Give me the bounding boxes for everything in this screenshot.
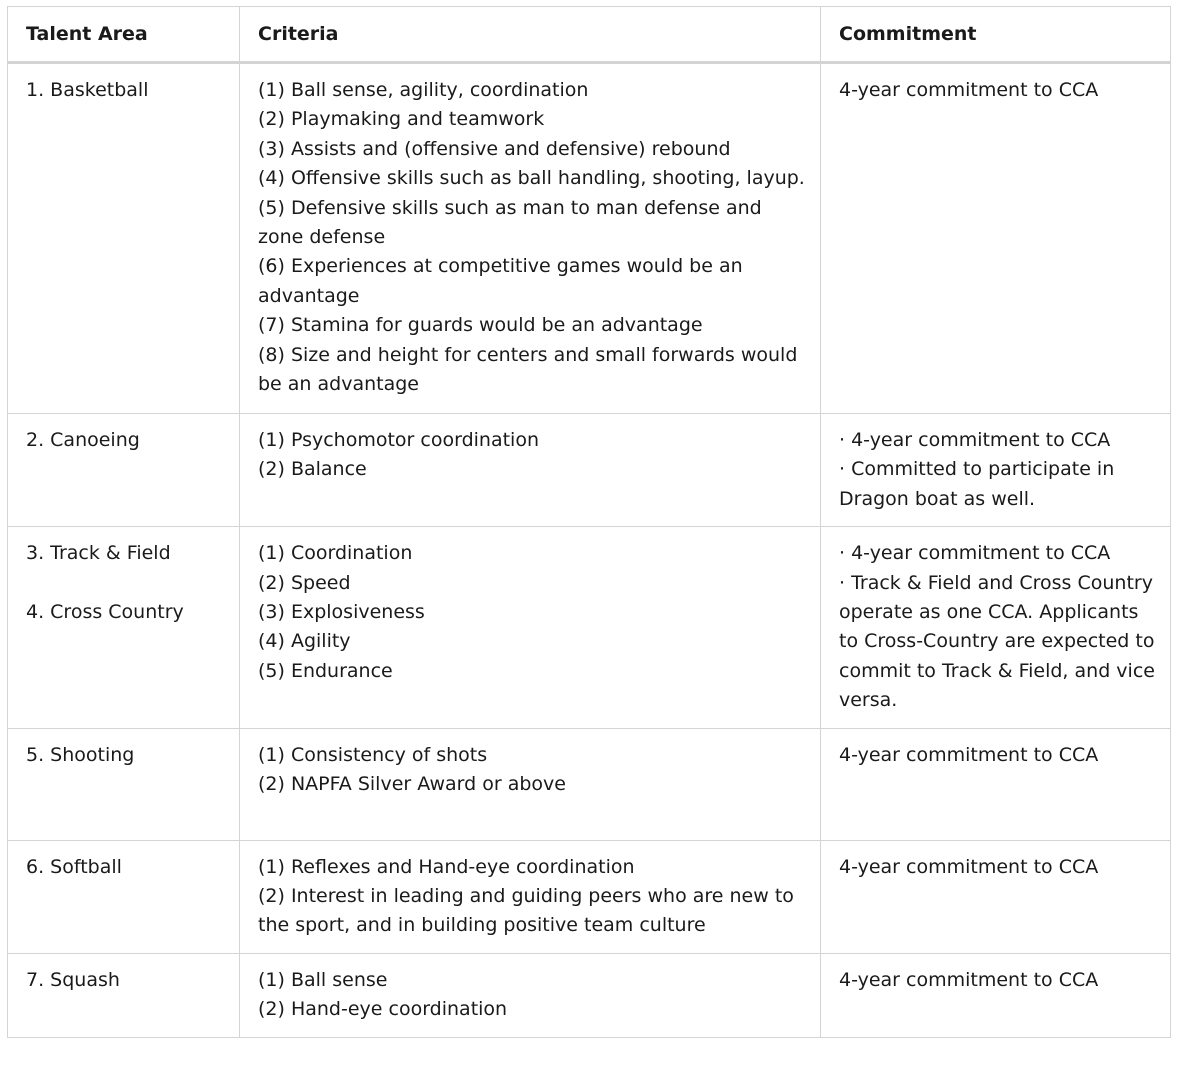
criteria-cell: (1) Psychomotor coordination (2) Balance [239,412,821,528]
criteria-item: (1) Psychomotor coordination [258,429,539,451]
criteria-item: (8) Size and height for centers and smal… [258,343,798,396]
criteria-item: (1) Ball sense [258,968,388,991]
criteria-item: (3) Explosiveness [258,601,425,624]
header-commitment: Commitment [820,6,1171,64]
criteria-item: (1) Ball sense, agility, coordination [258,79,589,101]
commitment-cell: 4-year commitment to CCA [820,839,1171,954]
criteria-cell: (1) Coordination (2) Speed (3) Explosive… [239,526,821,729]
criteria-cell: (1) Ball sense, agility, coordination (2… [239,62,821,414]
talent-area-name: 7. Squash [26,968,120,991]
talent-area-name: 2. Canoeing [26,429,140,451]
criteria-cell: (1) Consistency of shots (2) NAPFA Silve… [239,727,821,841]
table-row: 3. Track & Field 4. Cross Country (1) Co… [7,526,1171,729]
talent-criteria-table: Talent Area Criteria Commitment 1. Baske… [7,6,1171,1038]
table-row: 2. Canoeing (1) Psychomotor coordination… [7,412,1171,528]
talent-area-cell: 6. Softball [7,839,240,954]
criteria-item: (1) Coordination [258,542,413,565]
criteria-item: (1) Consistency of shots [258,743,488,766]
commitment-cell: 4-year commitment to CCA [820,62,1171,414]
talent-area-name: 6. Softball [26,855,122,878]
commitment-item: · Committed to participate in Dragon boa… [839,458,1115,510]
commitment-item: 4-year commitment to CCA [839,855,1099,878]
talent-area-cell: 7. Squash [7,952,240,1038]
header-talent-area: Talent Area [7,6,240,64]
talent-area-cell: 1. Basketball [7,62,240,414]
criteria-item: (2) Balance [258,458,367,481]
criteria-item: (5) Defensive skills such as man to man … [258,196,762,249]
talent-area-cell: 2. Canoeing [7,412,240,528]
commitment-cell: · 4-year commitment to CCA · Track & Fie… [820,526,1171,729]
table-body: 1. Basketball (1) Ball sense, agility, c… [7,62,1171,1038]
criteria-item: (2) NAPFA Silver Award or above [258,773,566,796]
table-header: Talent Area Criteria Commitment [7,6,1171,64]
criteria-item: (6) Experiences at competitive games wou… [258,255,743,307]
table-row: 1. Basketball (1) Ball sense, agility, c… [7,62,1171,414]
header-criteria: Criteria [239,6,821,64]
talent-area-name: 1. Basketball [26,79,149,101]
criteria-item: (1) Reflexes and Hand-eye coordination [258,855,635,878]
criteria-item: (2) Speed [258,571,351,594]
commitment-item: 4-year commitment to CCA [839,968,1099,991]
line-gap [26,569,229,598]
header-row: Talent Area Criteria Commitment [7,6,1171,64]
talent-area-cell: 3. Track & Field 4. Cross Country [7,526,240,729]
table-row: 7. Squash (1) Ball sense (2) Hand-eye co… [7,952,1171,1038]
criteria-item: (4) Offensive skills such as ball handli… [258,167,805,190]
criteria-cell: (1) Ball sense (2) Hand-eye coordination [239,952,821,1038]
talent-area-name: 5. Shooting [26,743,135,766]
commitment-cell: · 4-year commitment to CCA · Committed t… [820,412,1171,528]
criteria-item: (5) Endurance [258,659,393,682]
talent-area-name: 3. Track & Field [26,542,171,565]
commitment-item: 4-year commitment to CCA [839,79,1099,101]
criteria-cell: (1) Reflexes and Hand-eye coordination (… [239,839,821,954]
commitment-cell: 4-year commitment to CCA [820,952,1171,1038]
commitment-cell: 4-year commitment to CCA [820,727,1171,841]
talent-area-name: 4. Cross Country [26,601,184,624]
criteria-item: (4) Agility [258,630,351,653]
commitment-item: · 4-year commitment to CCA [839,542,1111,565]
criteria-item: (7) Stamina for guards would be an advan… [258,314,703,337]
talent-area-cell: 5. Shooting [7,727,240,841]
criteria-item: (2) Interest in leading and guiding peer… [258,885,794,937]
criteria-item: (2) Hand-eye coordination [258,998,508,1021]
table-row: 6. Softball (1) Reflexes and Hand-eye co… [7,839,1171,954]
commitment-item: 4-year commitment to CCA [839,743,1099,766]
table-row: 5. Shooting (1) Consistency of shots (2)… [7,727,1171,841]
criteria-item: (2) Playmaking and teamwork [258,108,545,131]
commitment-item: · Track & Field and Cross Country operat… [839,571,1155,712]
commitment-item: · 4-year commitment to CCA [839,429,1111,451]
criteria-item: (3) Assists and (offensive and defensive… [258,137,731,160]
